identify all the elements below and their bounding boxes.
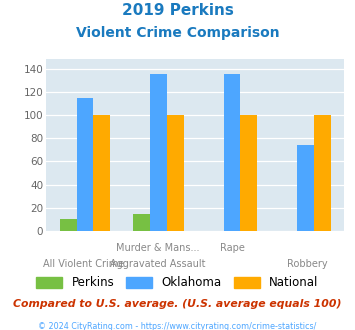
- Text: Rape: Rape: [220, 243, 245, 252]
- Legend: Perkins, Oklahoma, National: Perkins, Oklahoma, National: [32, 272, 323, 294]
- Text: © 2024 CityRating.com - https://www.cityrating.com/crime-statistics/: © 2024 CityRating.com - https://www.city…: [38, 322, 317, 330]
- Text: Murder & Mans...: Murder & Mans...: [116, 243, 200, 252]
- Bar: [150, 75, 167, 231]
- Bar: [167, 115, 184, 231]
- Bar: [297, 145, 314, 231]
- Bar: [93, 115, 110, 231]
- Bar: [133, 214, 150, 231]
- Bar: [314, 115, 331, 231]
- Text: 2019 Perkins: 2019 Perkins: [121, 3, 234, 18]
- Text: Compared to U.S. average. (U.S. average equals 100): Compared to U.S. average. (U.S. average …: [13, 299, 342, 309]
- Text: Robbery: Robbery: [287, 259, 327, 269]
- Bar: [77, 98, 93, 231]
- Bar: [224, 75, 240, 231]
- Text: Aggravated Assault: Aggravated Assault: [110, 259, 206, 269]
- Text: Violent Crime Comparison: Violent Crime Comparison: [76, 26, 279, 40]
- Bar: [240, 115, 257, 231]
- Bar: [60, 219, 77, 231]
- Text: All Violent Crime: All Violent Crime: [43, 259, 124, 269]
